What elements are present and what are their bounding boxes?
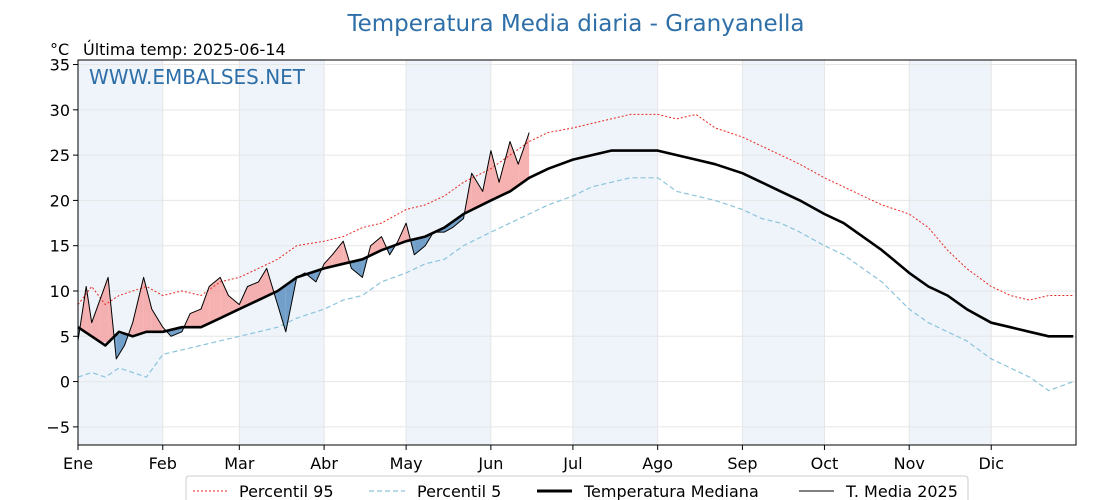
- anomaly-fill: [99, 277, 109, 343]
- anomaly-fill: [209, 277, 221, 324]
- x-tick-label: Jul: [562, 454, 582, 473]
- anomaly-fill: [91, 300, 100, 342]
- x-tick-label: Nov: [894, 454, 925, 473]
- anomaly-fill: [510, 141, 519, 192]
- legend-label-current: T. Media 2025: [845, 482, 958, 500]
- x-tick-label: Jun: [477, 454, 503, 473]
- x-tick-label: Dic: [978, 454, 1004, 473]
- y-tick-label: 30: [50, 101, 70, 120]
- median-line: [77, 149, 1074, 347]
- y-tick-label: 25: [50, 146, 70, 165]
- x-tick-label: Ene: [63, 454, 93, 473]
- y-tick-label: 10: [50, 282, 70, 301]
- y-axis: −5 0 5 10 15 20 25 30 35: [46, 56, 78, 437]
- month-band: [742, 60, 825, 445]
- chart-title: Temperatura Media diaria - Granyanella: [346, 11, 804, 37]
- anomaly-fill: [132, 277, 144, 337]
- plot-frame: [77, 59, 1077, 446]
- anomaly-fill: [499, 141, 511, 197]
- anomaly-fill: [471, 173, 483, 210]
- month-bands: [78, 60, 992, 445]
- y-tick-label: −5: [46, 418, 70, 437]
- anomaly-fill: [277, 285, 286, 332]
- y-tick-label: 15: [50, 237, 70, 256]
- anomaly-fill: [332, 241, 344, 267]
- anomaly-fill: [414, 236, 426, 255]
- last-temp-label: Última temp: 2025-06-14: [83, 40, 286, 59]
- month-band: [406, 60, 491, 445]
- anomaly-fill: [190, 309, 202, 328]
- anomaly-fill: [143, 277, 152, 333]
- anomaly-fill: [220, 277, 229, 319]
- anomaly-fill: [201, 286, 210, 328]
- legend-label-p5: Percentil 5: [417, 482, 501, 500]
- month-band: [78, 60, 163, 445]
- y-tick-label: 20: [50, 191, 70, 210]
- anomaly-fill: [116, 333, 125, 359]
- x-tick-label: Ago: [642, 454, 673, 473]
- y-tick-label: 5: [60, 327, 70, 346]
- legend-label-p95: Percentil 95: [239, 482, 334, 500]
- anomaly-fill: [490, 150, 500, 201]
- watermark: WWW.EMBALSES.NET: [89, 65, 306, 89]
- y-tick-label: 0: [60, 373, 70, 392]
- legend-label-median: Temperatura Mediana: [583, 482, 759, 500]
- anomaly-fill: [247, 281, 259, 306]
- x-tick-label: Oct: [811, 454, 839, 473]
- unit-label: °C: [50, 40, 69, 59]
- anomaly-fill: [86, 286, 92, 337]
- x-tick-label: May: [390, 454, 423, 473]
- anomaly-fill: [482, 150, 491, 205]
- x-tick-label: Sep: [727, 454, 757, 473]
- y-tick-label: 35: [50, 56, 70, 75]
- legend: Percentil 95 Percentil 5 Temperatura Med…: [185, 475, 969, 500]
- anomaly-fill: [351, 259, 363, 278]
- anomaly-fill: [518, 132, 530, 186]
- x-tick-label: Abr: [310, 454, 338, 473]
- x-tick-label: Feb: [149, 454, 177, 473]
- legend-box: [185, 475, 969, 500]
- current-year-line: [77, 132, 530, 360]
- month-band: [239, 60, 325, 445]
- anomaly-fill: [151, 309, 163, 332]
- x-axis: Ene Feb Mar Abr May Jun Jul Ago Sep Oct Nov Dic: [63, 445, 1004, 473]
- x-tick-label: Mar: [224, 454, 255, 473]
- anomaly-fill: [324, 254, 333, 269]
- anomaly-fill: [258, 268, 267, 301]
- series-lines: [77, 113, 1074, 392]
- p5-line: [77, 177, 1074, 392]
